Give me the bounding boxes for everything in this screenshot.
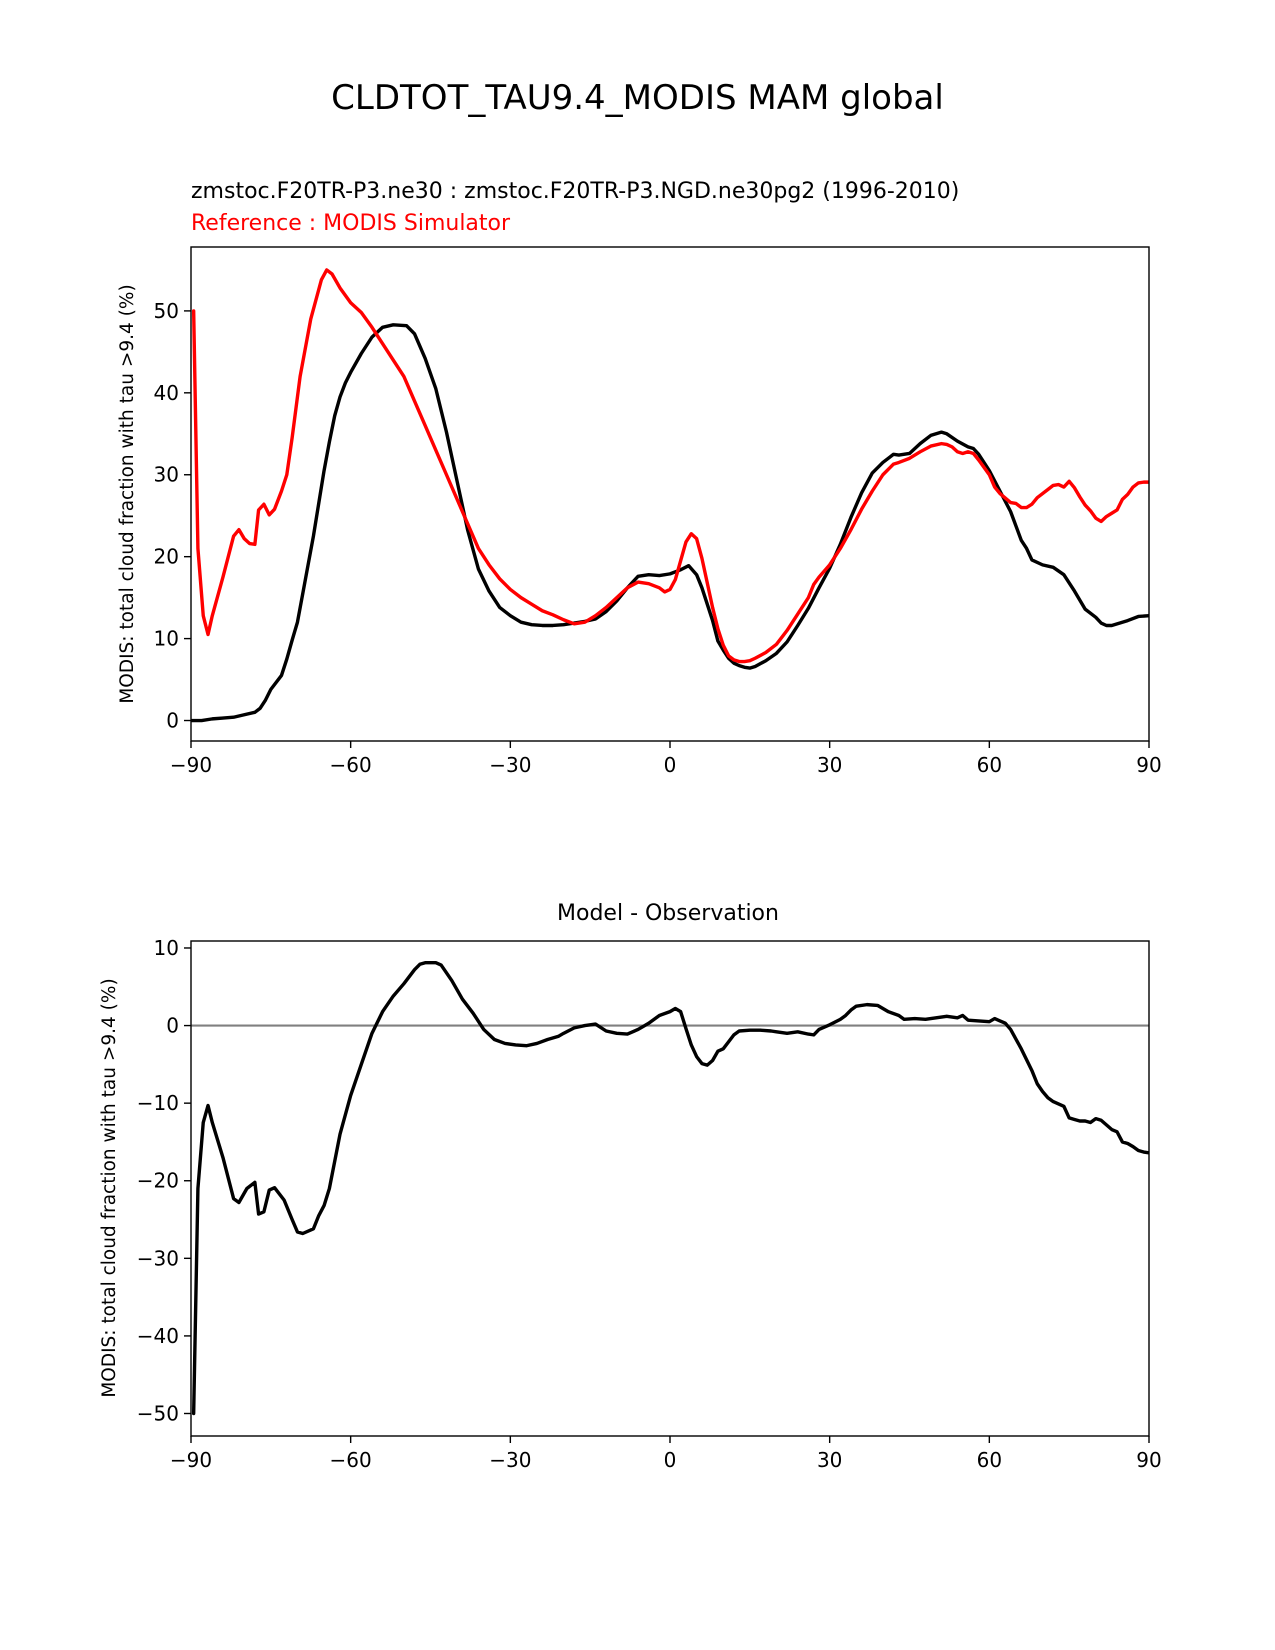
top-chart-reference-label: Reference : MODIS Simulator [191,211,511,236]
bottom-x-tick-label: 0 [664,1448,677,1472]
top-x-tick-label: 60 [977,753,1002,777]
top-x-tick-label: −90 [170,753,212,777]
bottom-chart-title: Model - Observation [557,901,779,926]
bottom-chart-panel: Model - Observation MODIS: total cloud f… [99,901,1162,1472]
top-plot-area: −90 −60 −30 0 30 60 90 0 10 20 30 40 50 [154,246,1162,777]
bottom-y-tick-label: −20 [137,1169,179,1193]
top-chart-panel: zmstoc.F20TR-P3.ne30 : zmstoc.F20TR-P3.N… [117,179,1162,777]
top-y-tick-label: 40 [154,381,179,405]
bottom-series-line-0 [191,961,1149,1416]
bottom-x-tick-label: 90 [1136,1448,1161,1472]
top-y-tick-label: 0 [166,709,179,733]
bottom-y-tick-label: 10 [154,936,179,960]
top-chart-y-axis-label: MODIS: total cloud fraction with tau >9.… [117,284,138,703]
top-y-tick-label: 10 [154,627,179,651]
bottom-chart-y-axis-label: MODIS: total cloud fraction with tau >9.… [99,978,120,1397]
bottom-y-tick-label: −40 [137,1324,179,1348]
top-y-tick-label: 50 [154,299,179,323]
top-axes-frame [190,246,1150,742]
bottom-x-tick-label: −60 [330,1448,372,1472]
top-x-tick-label: −30 [489,753,531,777]
bottom-x-tick-label: 60 [977,1448,1002,1472]
top-series-line-1 [191,268,1149,664]
top-chart-title: zmstoc.F20TR-P3.ne30 : zmstoc.F20TR-P3.N… [191,179,959,204]
bottom-y-tick-label: −50 [137,1402,179,1426]
bottom-y-tick-label: −30 [137,1246,179,1270]
top-y-tick-label: 20 [154,545,179,569]
bottom-x-tick-label: −30 [489,1448,531,1472]
bottom-x-tick-label: 30 [817,1448,842,1472]
top-x-tick-label: 90 [1136,753,1161,777]
top-x-tick-label: 30 [817,753,842,777]
top-series-line-0 [191,323,1149,723]
bottom-axes-frame [190,940,1150,1437]
bottom-y-tick-label: −10 [137,1091,179,1115]
top-x-tick-label: 0 [664,753,677,777]
top-x-tick-label: −60 [330,753,372,777]
bottom-x-tick-label: −90 [170,1448,212,1472]
figure-title: CLDTOT_TAU9.4_MODIS MAM global [331,78,944,118]
bottom-y-tick-label: 0 [166,1014,179,1038]
top-y-tick-label: 30 [154,463,179,487]
bottom-plot-area: −90 −60 −30 0 30 60 90 10 0 −10 −20 −30 −40 −50 [137,936,1162,1472]
